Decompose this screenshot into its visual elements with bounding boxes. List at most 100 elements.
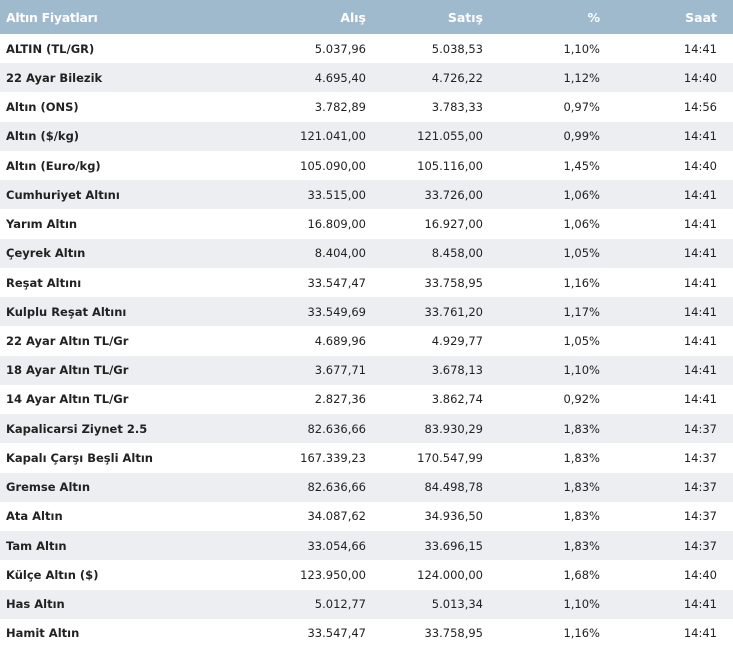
header-cell: Altın Fiyatları [6, 9, 98, 25]
header-row: Altın Fiyatları Alış Satış% Saat [0, 0, 733, 34]
value-cell: 1,83% [563, 450, 600, 465]
value-cell: 0,99% [563, 129, 600, 144]
table-row: Çeyrek Altın 8.404,00 8.458,00 1,05% 14:41 [0, 238, 733, 268]
value-cell: 14:41 [683, 275, 717, 290]
value-cell: 2.827,36 [314, 392, 366, 407]
value-cell: 5.012,77 [314, 597, 366, 612]
value-cell: 34.087,62 [307, 509, 366, 524]
name-cell: Tam Altın [6, 538, 67, 553]
table-row: Külçe Altın ($) 123.950,00 124.000,00 1,68%… [0, 560, 733, 589]
value-cell: 5.037,96 [314, 41, 366, 56]
value-cell: 1,06% [563, 217, 600, 232]
value-cell: 4.695,40 [314, 70, 366, 85]
name-cell: Altın (ONS) [6, 100, 79, 115]
value-cell: 4.689,96 [314, 333, 366, 348]
value-cell: 14:41 [683, 626, 717, 641]
value-cell: 33.761,20 [424, 304, 483, 319]
value-cell: 1,06% [563, 187, 600, 202]
value-cell: 14:40 [683, 158, 717, 173]
value-cell: 123.950,00 [300, 567, 366, 582]
value-cell: 4.929,77 [431, 333, 483, 348]
value-cell: 105.116,00 [417, 158, 483, 173]
table-row: Yarım Altın 16.809,00 16.927,00 1,06% 14:41 [0, 209, 733, 238]
value-cell: 1,16% [563, 275, 600, 290]
value-cell: 3.677,71 [314, 363, 366, 378]
value-cell: 16.809,00 [307, 217, 366, 232]
name-cell: Gremse Altın [6, 480, 91, 495]
value-cell: 33.726,00 [424, 187, 483, 202]
name-cell: Çeyrek Altın [6, 246, 86, 261]
value-cell: 33.696,15 [424, 538, 483, 553]
table-row: Tam Altın 33.054,66 33.696,15 1,83% 14:37 [0, 531, 733, 561]
header-cell: Alış [340, 9, 366, 25]
name-cell: Has Altın [6, 597, 65, 612]
name-cell: 14 Ayar Altın TL/Gr [6, 392, 129, 407]
table-row: Has Altın 5.012,77 5.013,34 1,10% 14:41 [0, 589, 733, 619]
name-cell: Kapalı Çarşı Beşli Altın [6, 450, 153, 465]
value-cell: 1,83% [563, 480, 600, 495]
value-cell: 33.054,66 [307, 538, 366, 553]
value-cell: 14:41 [683, 363, 717, 378]
value-cell: 84.498,78 [424, 480, 483, 495]
name-cell: Ata Altın [6, 509, 63, 524]
table-row: Reşat Altını 33.547,47 33.758,95 1,16% 14:41 [0, 268, 733, 297]
name-cell: ALTIN (TL/GR) [6, 41, 95, 56]
name-cell: Külçe Altın ($) [6, 567, 99, 582]
value-cell: 5.038,53 [431, 41, 483, 56]
value-cell: 14:41 [683, 246, 717, 261]
table-row: Cumhuriyet Altını 33.515,00 33.726,00 1,06%… [0, 180, 733, 210]
value-cell: 3.782,89 [314, 100, 366, 115]
name-cell: Altın ($/kg) [6, 129, 80, 144]
name-cell: Yarım Altın [6, 217, 78, 232]
value-cell: 1,17% [563, 304, 600, 319]
value-cell: 82.636,66 [307, 421, 366, 436]
value-cell: 4.726,22 [431, 70, 483, 85]
value-cell: 1,10% [563, 363, 600, 378]
value-cell: 33.515,00 [307, 187, 366, 202]
value-cell: 121.041,00 [300, 129, 366, 144]
value-cell: 14:41 [683, 187, 717, 202]
header-cell: Saat [685, 9, 717, 25]
value-cell: 1,83% [563, 421, 600, 436]
value-cell: 1,05% [563, 333, 600, 348]
value-cell: 14:41 [683, 392, 717, 407]
value-cell: 82.636,66 [307, 480, 366, 495]
table-row: Ata Altın 34.087,62 34.936,50 1,83% 14:37 [0, 502, 733, 531]
table-row: 18 Ayar Altın TL/Gr 3.677,71 3.678,13 1,10%… [0, 355, 733, 385]
value-cell: 14:37 [683, 450, 717, 465]
table-row: 22 Ayar Altın TL/Gr 4.689,96 4.929,77 1,05%… [0, 326, 733, 355]
table-row: Altın (ONS) 3.782,89 3.783,33 0,97% 14:56 [0, 92, 733, 121]
table-row: 22 Ayar Bilezik 4.695,40 4.726,22 1,12% 14:4… [0, 63, 733, 93]
name-cell: 22 Ayar Altın TL/Gr [6, 333, 129, 348]
value-cell: 8.458,00 [431, 246, 483, 261]
value-cell: 83.930,29 [424, 421, 483, 436]
table-row: Gremse Altın 82.636,66 84.498,78 1,83% 14:37 [0, 472, 733, 502]
name-cell: Kapalicarsi Ziynet 2.5 [6, 421, 148, 436]
value-cell: 1,68% [563, 567, 600, 582]
value-cell: 14:41 [683, 41, 717, 56]
value-cell: 1,83% [563, 538, 600, 553]
value-cell: 3.862,74 [431, 392, 483, 407]
table-row: ALTIN (TL/GR) 5.037,96 5.038,53 1,10% 14:41 [0, 34, 733, 63]
value-cell: 14:37 [683, 538, 717, 553]
value-cell: 14:41 [683, 217, 717, 232]
name-cell: Kulplu Reşat Altını [6, 304, 127, 319]
value-cell: 33.758,95 [424, 275, 483, 290]
value-cell: 1,12% [563, 70, 600, 85]
value-cell: 121.055,00 [417, 129, 483, 144]
value-cell: 33.549,69 [307, 304, 366, 319]
value-cell: 14:41 [683, 304, 717, 319]
value-cell: 16.927,00 [424, 217, 483, 232]
value-cell: 5.013,34 [431, 597, 483, 612]
value-cell: 14:56 [683, 100, 717, 115]
value-cell: 14:41 [683, 333, 717, 348]
value-cell: 14:37 [683, 480, 717, 495]
value-cell: 1,83% [563, 509, 600, 524]
header-cell: Satış [447, 9, 483, 25]
value-cell: 124.000,00 [417, 567, 483, 582]
value-cell: 0,97% [563, 100, 600, 115]
header-cell: % [587, 9, 600, 25]
name-cell: 22 Ayar Bilezik [6, 70, 103, 85]
value-cell: 167.339,23 [300, 450, 366, 465]
